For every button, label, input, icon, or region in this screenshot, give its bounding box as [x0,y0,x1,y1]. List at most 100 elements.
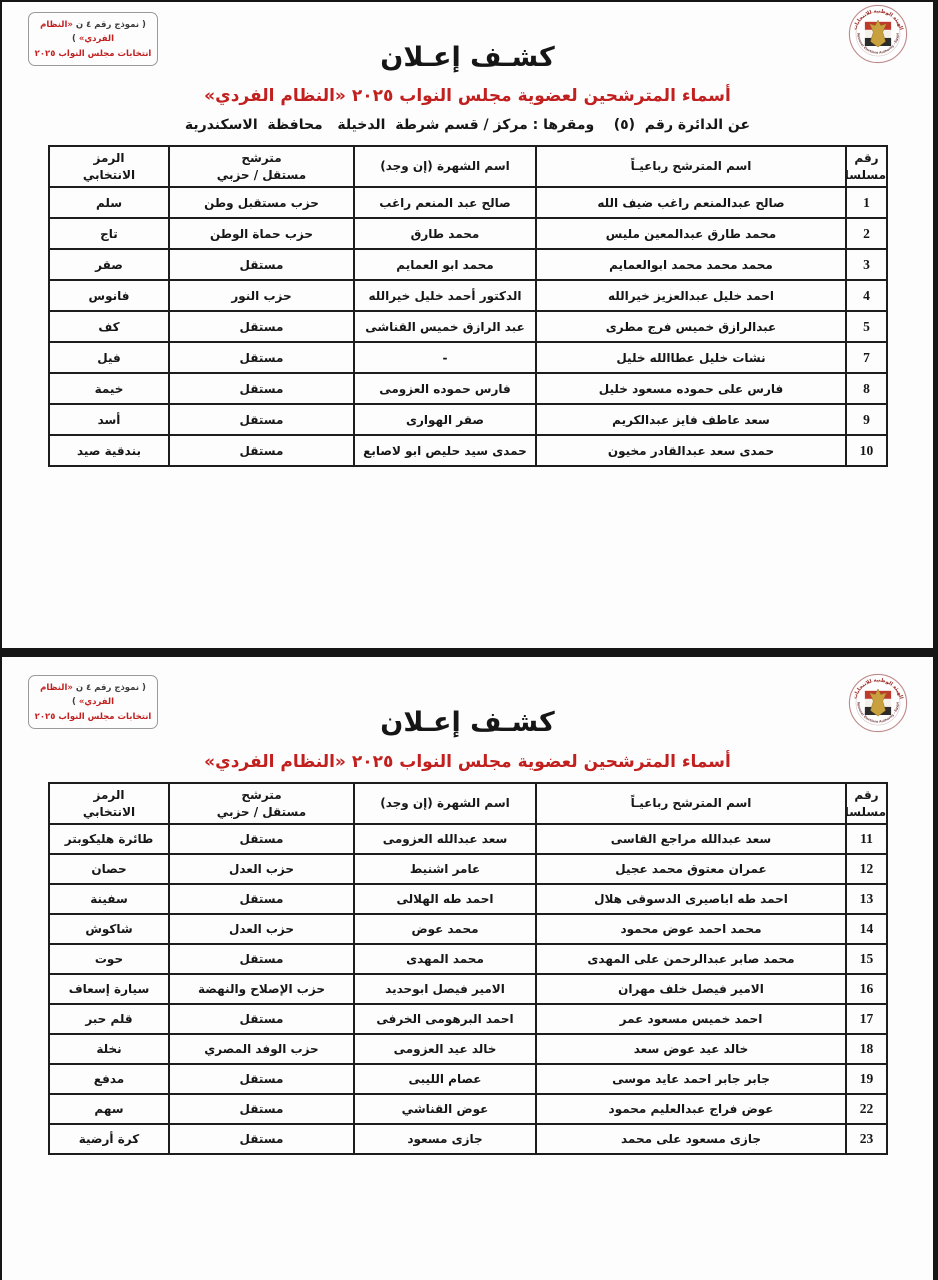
cell-known-name: سعد عبدالله العزومى [353,823,537,855]
form-number-close: ) [71,697,79,708]
col-full-name: اسم المترشح رباعيـاً [535,782,847,825]
cell-known-name: عصام الليبى [353,1063,537,1095]
national-elections-authority-logo-icon: الهيئة الوطنية للانتخابات National Elect… [848,4,908,64]
candidate-row: 13 احمد طه اباصيرى الدسوقى هلال احمد طه … [48,883,888,915]
cell-serial: 2 [845,217,888,250]
cell-full-name: محمد طارق عبدالمعين مليس [535,217,847,250]
cell-symbol: سفينة [48,883,170,915]
cell-serial: 18 [845,1033,888,1065]
candidate-row: 5 عبدالرازق خميس فرج مطرى عبد الرازق خمي… [48,310,888,343]
candidate-row: 17 احمد خميس مسعود عمر احمد البرهومى الخ… [48,1003,888,1035]
cell-serial: 16 [845,973,888,1005]
egypt-flag-eagle-icon [864,19,892,48]
candidate-row: 3 محمد محمد محمد ابوالعمايم محمد ابو الع… [48,248,888,281]
cell-full-name: عمران معتوق محمد عجيل [535,853,847,885]
cell-symbol: أسد [48,403,170,436]
table-header-row: رقم مسلسل اسم المترشح رباعيـاً اسم الشهر… [48,782,888,825]
cell-known-name: احمد طه الهلالى [353,883,537,915]
candidate-row: 16 الامير فيصل خلف مهران الامير فيصل ابو… [48,973,888,1005]
form-number-text: ( نموذج رقم ٤ ن [72,20,146,30]
cell-full-name: احمد طه اباصيرى الدسوقى هلال [535,883,847,915]
cell-serial: 15 [845,943,888,975]
cell-full-name: عبدالرازق خميس فرج مطرى [535,310,847,343]
cell-full-name: نشات خليل عطاالله خليل [535,341,847,374]
cell-affiliation: حزب الإصلاح والنهضة [168,973,355,1005]
candidates-table-page-2: رقم مسلسل اسم المترشح رباعيـاً اسم الشهر… [48,782,888,1155]
cell-known-name: محمد عوض [353,913,537,945]
col-serial: رقم مسلسل [845,782,888,825]
candidate-row: 14 محمد احمد عوض محمود محمد عوض حزب العد… [48,913,888,945]
cell-known-name: عوض القناشي [353,1093,537,1125]
cell-full-name: جابر جابر احمد عايد موسى [535,1063,847,1095]
cell-full-name: فارس على حموده مسعود خليل [535,372,847,405]
cell-known-name: صالح عبد المنعم راغب [353,186,537,219]
cell-known-name: خالد عيد العزومى [353,1033,537,1065]
cell-symbol: صقر [48,248,170,281]
candidate-row: 8 فارس على حموده مسعود خليل فارس حموده ا… [48,372,888,405]
cell-affiliation: مستقل [168,1093,355,1125]
egypt-flag-eagle-icon [864,688,892,717]
cell-full-name: محمد محمد محمد ابوالعمايم [535,248,847,281]
form-elections-line: انتخابات مجلس النواب ٢٠٢٥ [34,711,152,722]
cell-serial: 3 [845,248,888,281]
cell-serial: 8 [845,372,888,405]
cell-serial: 11 [845,823,888,855]
candidate-row: 7 نشات خليل عطاالله خليل - مستقل فيل [48,341,888,374]
form-number-close: ) [71,34,79,45]
cell-affiliation: حزب النور [168,279,355,312]
form-number-box: ( نموذج رقم ٤ ن «النظام الفردي» ) انتخاب… [28,675,158,730]
district-line: عن الدائرة رقم (٥) ومقرها : مركز / قسم ش… [184,117,751,133]
cell-known-name: احمد البرهومى الخرفى [353,1003,537,1035]
col-full-name: اسم المترشح رباعيـاً [535,145,847,188]
cell-affiliation: مستقل [168,403,355,436]
col-known-name: اسم الشهرة (إن وجد) [353,145,537,188]
cell-affiliation: حزب العدل [168,853,355,885]
cell-affiliation: مستقل [168,1063,355,1095]
cell-known-name: فارس حموده العزومى [353,372,537,405]
cell-known-name: عبد الرازق خميس القناشى [353,310,537,343]
cell-symbol: تاج [48,217,170,250]
table-header-row: رقم مسلسل اسم المترشح رباعيـاً اسم الشهر… [48,145,888,188]
cell-symbol: فيل [48,341,170,374]
cell-symbol: سيارة إسعاف [48,973,170,1005]
page-title: كشـف إعـلان [380,707,555,738]
cell-serial: 19 [845,1063,888,1095]
cell-symbol: بندقية صيد [48,434,170,467]
form-number-text: ( نموذج رقم ٤ ن [72,683,146,693]
cell-full-name: سعد عبدالله مراجع القاسى [535,823,847,855]
cell-affiliation: مستقل [168,248,355,281]
announcement-page-2: ( نموذج رقم ٤ ن «النظام الفردي» ) انتخاب… [2,657,933,1280]
cell-symbol: كف [48,310,170,343]
cell-serial: 17 [845,1003,888,1035]
cell-symbol: حوت [48,943,170,975]
cell-serial: 12 [845,853,888,885]
col-known-name: اسم الشهرة (إن وجد) [353,782,537,825]
cell-symbol: قلم حبر [48,1003,170,1035]
candidate-row: 12 عمران معتوق محمد عجيل عامر اشنيط حزب … [48,853,888,885]
cell-affiliation: مستقل [168,341,355,374]
col-symbol: الرمز الانتخابي [48,145,170,188]
cell-affiliation: مستقل [168,943,355,975]
cell-serial: 22 [845,1093,888,1125]
cell-symbol: حصان [48,853,170,885]
cell-symbol: خيمة [48,372,170,405]
cell-serial: 5 [845,310,888,343]
cell-affiliation: مستقل [168,310,355,343]
cell-known-name: محمد ابو العمايم [353,248,537,281]
cell-affiliation: حزب العدل [168,913,355,945]
cell-symbol: فانوس [48,279,170,312]
form-number-system: «النظام الفردي» [40,20,114,45]
cell-full-name: احمد خليل عبدالعزيز خيرالله [535,279,847,312]
candidate-row: 22 عوض فراج عبدالعليم محمود عوض القناشي … [48,1093,888,1125]
cell-serial: 9 [845,403,888,436]
cell-known-name: جازى مسعود [353,1123,537,1155]
cell-serial: 4 [845,279,888,312]
cell-known-name: محمد طارق [353,217,537,250]
cell-full-name: احمد خميس مسعود عمر [535,1003,847,1035]
cell-known-name: صقر الهوارى [353,403,537,436]
form-number-line: ( نموذج رقم ٤ ن «النظام الفردي» ) [32,681,154,710]
cell-symbol: كرة أرضية [48,1123,170,1155]
page-subtitle: أسماء المترشحين لعضوية مجلس النواب ٢٠٢٥ … [204,752,731,772]
cell-full-name: سعد عاطف فايز عبدالكريم [535,403,847,436]
